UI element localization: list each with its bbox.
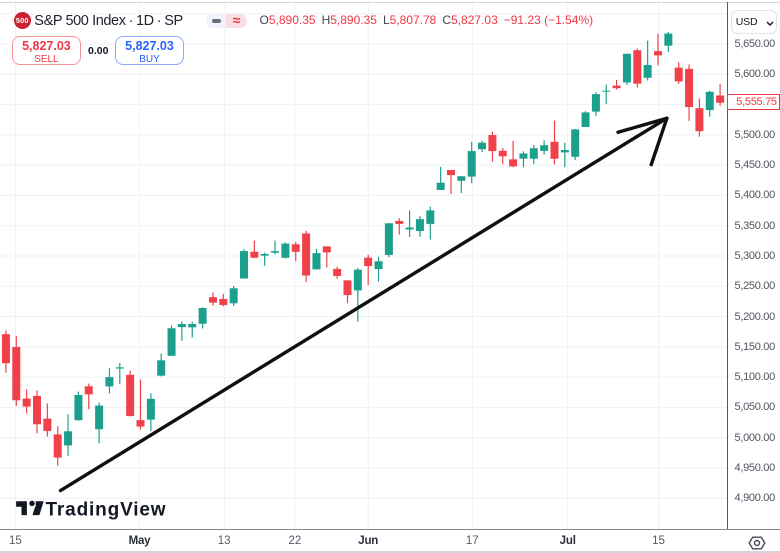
svg-text:TradingView: TradingView [46, 500, 167, 521]
